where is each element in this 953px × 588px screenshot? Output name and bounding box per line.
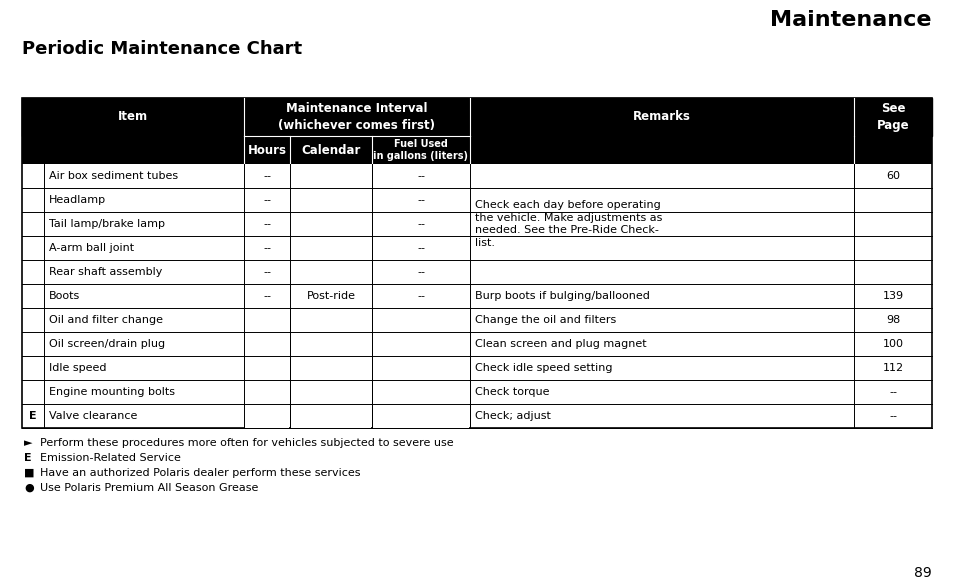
Text: See
Page: See Page (876, 102, 908, 132)
Text: A-arm ball joint: A-arm ball joint (49, 243, 134, 253)
Text: --: -- (888, 387, 896, 397)
Text: 89: 89 (913, 566, 931, 580)
Text: E: E (24, 453, 31, 463)
Bar (291, 165, 371, 283)
Bar (470, 165, 853, 283)
Text: Check idle speed setting: Check idle speed setting (475, 363, 612, 373)
Text: --: -- (263, 243, 271, 253)
Text: --: -- (416, 243, 424, 253)
Text: --: -- (416, 291, 424, 301)
Bar (22, 136, 931, 164)
Text: 60: 60 (885, 171, 899, 181)
Text: --: -- (263, 195, 271, 205)
Text: Oil screen/drain plug: Oil screen/drain plug (49, 339, 165, 349)
Text: 112: 112 (882, 363, 902, 373)
Text: Perform these procedures more often for vehicles subjected to severe use: Perform these procedures more often for … (40, 438, 453, 448)
Text: --: -- (263, 171, 271, 181)
Text: 100: 100 (882, 339, 902, 349)
Text: Pre-ride: Pre-ride (309, 219, 353, 229)
Text: Hours: Hours (247, 143, 286, 156)
Text: Valve clearance: Valve clearance (49, 411, 137, 421)
Text: --: -- (416, 171, 424, 181)
Bar (22, 98, 931, 428)
Text: Maintenance Interval
(whichever comes first): Maintenance Interval (whichever comes fi… (278, 102, 435, 132)
Text: --: -- (263, 291, 271, 301)
Text: Headlamp: Headlamp (49, 195, 106, 205)
Bar (372, 309, 469, 427)
Text: Fuel Used
in gallons (liters): Fuel Used in gallons (liters) (374, 139, 468, 161)
Text: E: E (30, 411, 37, 421)
Text: --: -- (416, 267, 424, 277)
Text: Idle speed: Idle speed (49, 363, 107, 373)
Bar (291, 309, 371, 427)
Text: --: -- (416, 219, 424, 229)
Text: --: -- (888, 411, 896, 421)
Text: Oil and filter change: Oil and filter change (49, 315, 163, 325)
Bar (244, 309, 289, 427)
Text: Emission-Related Service: Emission-Related Service (40, 453, 181, 463)
Text: Use Polaris Premium All Season Grease: Use Polaris Premium All Season Grease (40, 483, 258, 493)
Text: Check; adjust: Check; adjust (475, 411, 550, 421)
Text: Air box sediment tubes: Air box sediment tubes (49, 171, 178, 181)
Text: Remarks: Remarks (633, 111, 690, 123)
Text: 5 (20): 5 (20) (404, 363, 437, 373)
Text: Change the oil and filters: Change the oil and filters (475, 315, 616, 325)
Text: Tail lamp/brake lamp: Tail lamp/brake lamp (49, 219, 165, 229)
Text: --: -- (263, 219, 271, 229)
Text: Boots: Boots (49, 291, 80, 301)
Text: ►: ► (24, 438, 32, 448)
Text: Item: Item (118, 111, 148, 123)
Text: Check each day before operating
the vehicle. Make adjustments as
needed. See the: Check each day before operating the vehi… (475, 201, 661, 248)
Text: 98: 98 (885, 315, 900, 325)
Text: Maintenance: Maintenance (770, 10, 931, 30)
Text: Check torque: Check torque (475, 387, 549, 397)
Text: ■: ■ (24, 468, 34, 478)
Text: Clean screen and plug magnet: Clean screen and plug magnet (475, 339, 646, 349)
Text: Have an authorized Polaris dealer perform these services: Have an authorized Polaris dealer perfor… (40, 468, 360, 478)
Text: Engine mounting bolts: Engine mounting bolts (49, 387, 174, 397)
Text: Rear shaft assembly: Rear shaft assembly (49, 267, 162, 277)
Text: Burp boots if bulging/ballooned: Burp boots if bulging/ballooned (475, 291, 649, 301)
Bar (22, 98, 931, 136)
Text: Periodic Maintenance Chart: Periodic Maintenance Chart (22, 40, 302, 58)
Text: ●: ● (24, 483, 33, 493)
Text: --: -- (416, 195, 424, 205)
Text: 3: 3 (263, 362, 271, 375)
Text: Calendar: Calendar (301, 143, 360, 156)
Text: Break-in: Break-in (308, 363, 354, 373)
Text: Post-ride: Post-ride (306, 291, 355, 301)
Text: --: -- (263, 267, 271, 277)
Text: 139: 139 (882, 291, 902, 301)
